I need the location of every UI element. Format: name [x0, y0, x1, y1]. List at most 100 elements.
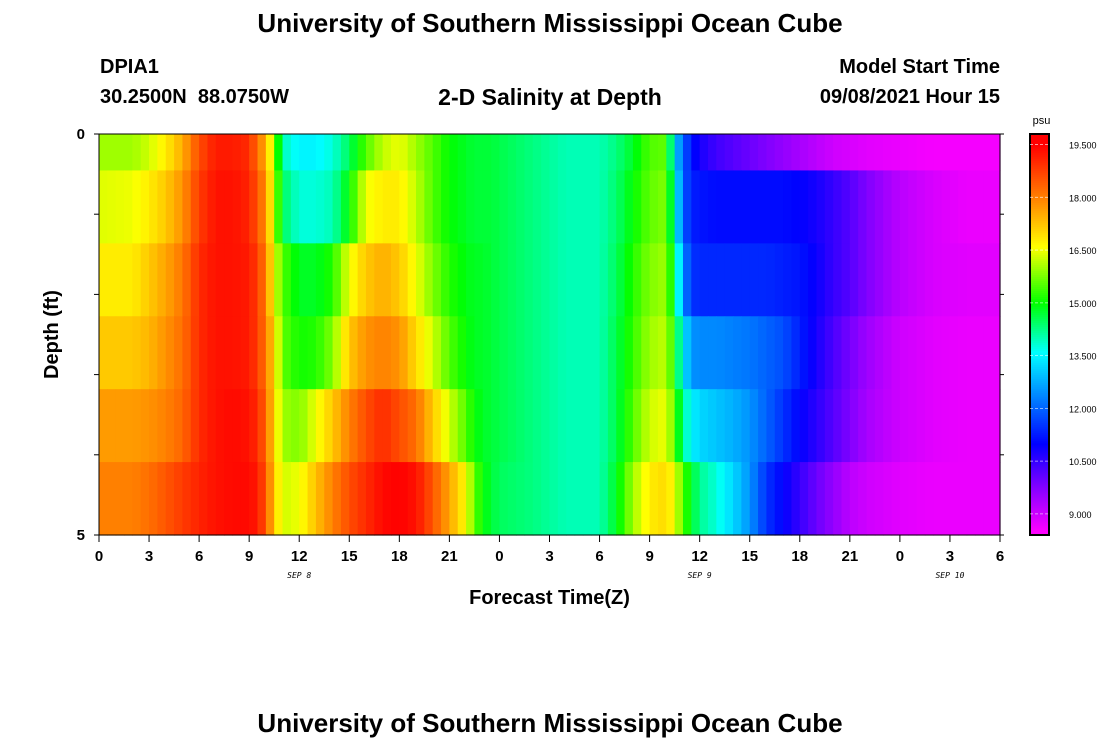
heatmap-cell — [724, 316, 734, 390]
heatmap-cell — [791, 243, 801, 317]
heatmap-cell — [199, 462, 209, 536]
colorbar-segment — [1030, 156, 1049, 159]
colorbar-segment — [1030, 302, 1049, 306]
heatmap-cell — [457, 462, 467, 536]
heatmap-cell — [641, 462, 651, 536]
heatmap-cell — [115, 462, 125, 536]
heatmap-cell — [991, 316, 1001, 390]
heatmap-cell — [983, 462, 993, 536]
heatmap-cell — [983, 389, 993, 463]
heatmap-cell — [449, 389, 459, 463]
heatmap-cell — [599, 389, 609, 463]
heatmap-cell — [849, 316, 859, 390]
colorbar-segment — [1030, 260, 1049, 263]
heatmap-cell — [449, 462, 459, 536]
heatmap-cell — [290, 316, 300, 390]
colorbar-segment — [1030, 494, 1049, 498]
heatmap-cell — [432, 170, 442, 244]
heatmap-cell — [374, 316, 384, 390]
heatmap-cell — [132, 316, 142, 390]
heatmap-cell — [382, 170, 392, 244]
heatmap-cell — [591, 170, 601, 244]
heatmap-cell — [315, 134, 325, 172]
heatmap-cell — [215, 389, 225, 463]
heatmap-cell — [124, 243, 133, 317]
heatmap-cell — [541, 134, 551, 172]
heatmap-cell — [791, 389, 801, 463]
heatmap-cell — [674, 134, 684, 172]
heatmap-cell — [416, 243, 425, 317]
heatmap-cell — [641, 134, 651, 172]
heatmap-cell — [958, 243, 968, 317]
heatmap-cell — [991, 243, 1001, 317]
heatmap-cell — [265, 243, 275, 317]
heatmap-cell — [841, 134, 851, 172]
date-label: SEP 10 — [935, 571, 964, 580]
heatmap-cell — [249, 170, 259, 244]
heatmap-cell — [107, 134, 117, 172]
heatmap-cell — [340, 170, 350, 244]
heatmap-cell — [190, 243, 200, 317]
heatmap-cell — [374, 134, 384, 172]
heatmap-cell — [949, 389, 959, 463]
heatmap-cell — [374, 243, 384, 317]
heatmap-cell — [441, 316, 450, 390]
heatmap-cell — [541, 170, 551, 244]
colorbar-segment — [1030, 256, 1049, 259]
heatmap-cell — [207, 316, 217, 390]
heatmap-cell — [249, 243, 259, 317]
heatmap-cell — [457, 243, 467, 317]
heatmap-cell — [541, 462, 551, 536]
heatmap-cell — [357, 389, 367, 463]
heatmap-cell — [165, 243, 175, 317]
colorbar-segment — [1030, 166, 1049, 169]
heatmap-cell — [340, 243, 350, 317]
heatmap-cell — [716, 462, 726, 536]
heatmap-cell — [632, 462, 642, 536]
heatmap-cell — [207, 462, 217, 536]
heatmap-cell — [416, 389, 425, 463]
heatmap-cell — [474, 243, 484, 317]
colorbar-segment — [1030, 450, 1049, 454]
colorbar-segment — [1030, 294, 1049, 297]
colorbar-segment — [1030, 462, 1049, 466]
colorbar-segment — [1030, 310, 1049, 314]
heatmap-cell — [866, 462, 876, 536]
colorbar-tick-label: 9.000 — [1069, 510, 1092, 520]
colorbar-segment — [1030, 244, 1049, 247]
heatmap-cell — [649, 170, 659, 244]
heatmap-cell — [157, 243, 167, 317]
heatmap-cell — [607, 170, 617, 244]
heatmap-cell — [958, 134, 968, 172]
colorbar-segment — [1030, 232, 1049, 235]
heatmap-cell — [708, 243, 717, 317]
heatmap-cell — [332, 243, 342, 317]
heatmap-cells — [99, 134, 1001, 536]
heatmap-cell — [424, 243, 434, 317]
colorbar-segment — [1030, 144, 1049, 147]
colorbar-segment — [1030, 496, 1049, 500]
heatmap-cell — [282, 243, 292, 317]
colorbar-segment — [1030, 190, 1049, 193]
heatmap-cell — [649, 389, 659, 463]
colorbar-segment — [1030, 308, 1049, 312]
heatmap-cell — [365, 243, 375, 317]
colorbar-segment — [1030, 506, 1049, 510]
heatmap-cell — [199, 243, 209, 317]
heatmap-cell — [916, 243, 926, 317]
heatmap-cell — [958, 170, 968, 244]
colorbar-segment — [1030, 370, 1049, 374]
date-label: SEP 8 — [287, 571, 311, 580]
heatmap-cell — [399, 316, 409, 390]
colorbar-segment — [1030, 518, 1049, 522]
heatmap-cell — [691, 316, 701, 390]
heatmap-cell — [99, 389, 108, 463]
heatmap-cell — [808, 316, 818, 390]
heatmap-cell — [991, 170, 1001, 244]
heatmap-cell — [441, 170, 450, 244]
colorbar-segment — [1030, 324, 1049, 328]
heatmap-cell — [574, 134, 584, 172]
colorbar-segment — [1030, 400, 1049, 404]
heatmap-cell — [591, 134, 601, 172]
